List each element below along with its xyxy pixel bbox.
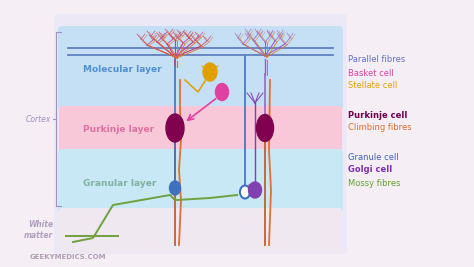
Text: Climbing fibres: Climbing fibres <box>348 124 411 132</box>
Text: Purkinje layer: Purkinje layer <box>83 125 154 135</box>
Text: Granule cell: Granule cell <box>348 152 399 162</box>
Ellipse shape <box>203 63 217 81</box>
Text: Basket cell: Basket cell <box>348 69 394 77</box>
Text: Cortex: Cortex <box>26 115 51 124</box>
FancyBboxPatch shape <box>59 208 342 252</box>
Ellipse shape <box>248 182 262 198</box>
FancyBboxPatch shape <box>59 106 342 154</box>
Text: Molecular layer: Molecular layer <box>83 65 162 74</box>
Text: Parallel fibres: Parallel fibres <box>348 56 405 65</box>
Ellipse shape <box>170 181 181 195</box>
Text: GEEKYMEDICS.COM: GEEKYMEDICS.COM <box>30 254 107 260</box>
Ellipse shape <box>216 84 228 100</box>
FancyBboxPatch shape <box>54 14 347 254</box>
Ellipse shape <box>256 115 273 142</box>
FancyBboxPatch shape <box>58 149 343 213</box>
Text: Golgi cell: Golgi cell <box>348 166 392 175</box>
Ellipse shape <box>166 114 184 142</box>
Text: Purkinje cell: Purkinje cell <box>348 111 407 120</box>
Text: Mossy fibres: Mossy fibres <box>348 179 401 187</box>
FancyBboxPatch shape <box>58 26 343 110</box>
Ellipse shape <box>240 186 250 198</box>
Text: Stellate cell: Stellate cell <box>348 81 397 91</box>
Text: Granular layer: Granular layer <box>83 179 156 187</box>
Text: White
matter: White matter <box>24 220 53 240</box>
